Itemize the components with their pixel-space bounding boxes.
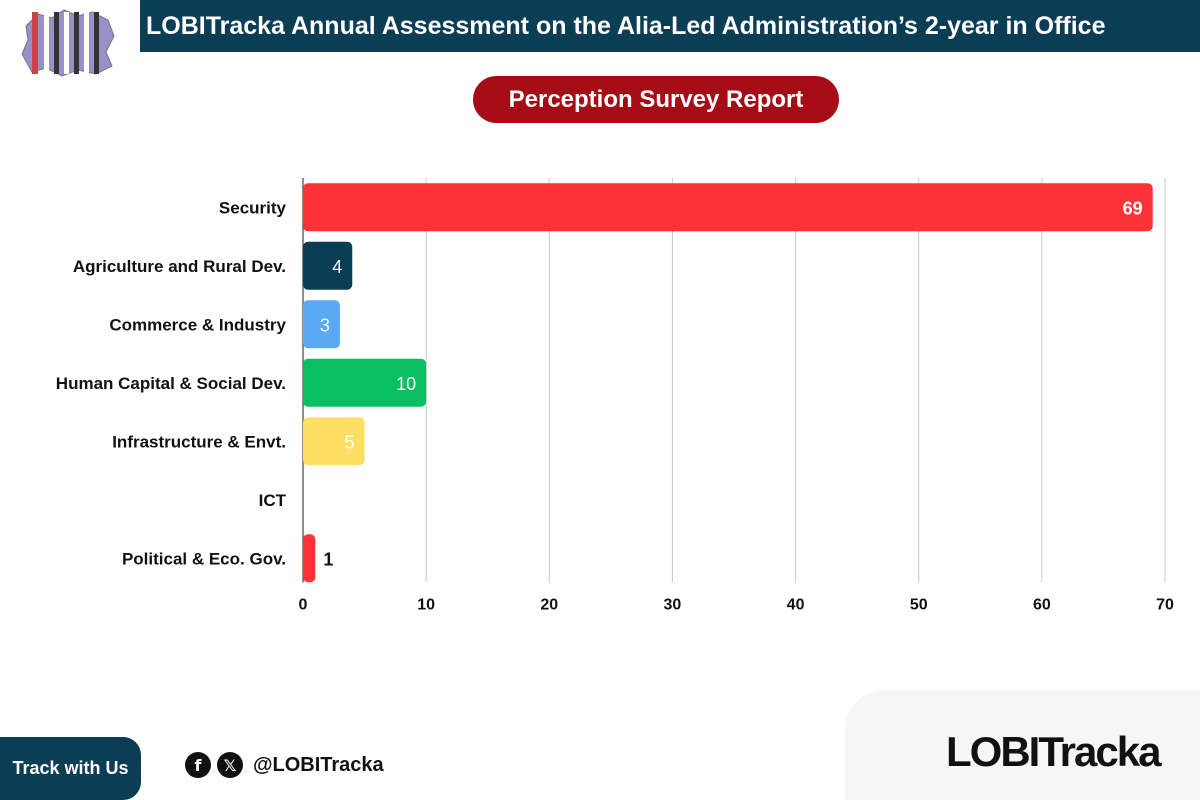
x-tick-label: 0 <box>299 597 308 614</box>
category-label: Human Capital & Social Dev. <box>56 374 286 393</box>
bar <box>303 183 1153 232</box>
subtitle-text: Perception Survey Report <box>508 85 804 113</box>
category-label: Political & Eco. Gov. <box>122 549 286 568</box>
x-tick-label: 50 <box>910 597 928 614</box>
bar <box>303 417 365 466</box>
category-label: ICT <box>259 491 287 510</box>
social-links: f 𝕏 @LOBITracka <box>185 752 384 778</box>
category-label: Security <box>219 198 287 217</box>
value-label: 69 <box>1123 198 1143 218</box>
brand-logo: LOBITracka <box>946 728 1161 775</box>
value-label: 3 <box>320 315 330 335</box>
facebook-icon[interactable]: f <box>185 752 211 778</box>
value-label: 10 <box>396 374 416 394</box>
x-icon[interactable]: 𝕏 <box>217 752 243 778</box>
x-tick-label: 20 <box>540 597 558 614</box>
category-label: Agriculture and Rural Dev. <box>73 257 286 276</box>
x-tick-label: 70 <box>1156 597 1174 614</box>
bar <box>303 241 353 290</box>
track-with-us-button[interactable]: Track with Us <box>0 737 141 800</box>
brand-panel <box>845 690 1200 800</box>
bar <box>303 534 316 583</box>
value-label: 5 <box>345 432 355 452</box>
header-bar: LOBITracka Annual Assessment on the Alia… <box>140 0 1200 52</box>
bar-chart: 0 10 20 30 40 50 60 70 Security 69 Agriculture and… <box>56 178 1174 614</box>
bar <box>303 300 340 349</box>
x-tick-label: 60 <box>1033 597 1051 614</box>
page-title: LOBITracka Annual Assessment on the Alia… <box>146 11 1106 40</box>
subtitle-pill: Perception Survey Report <box>473 76 839 123</box>
state-map-logo <box>21 9 115 77</box>
bar <box>303 358 427 407</box>
category-label: Commerce & Industry <box>109 315 286 334</box>
value-label: 4 <box>332 257 342 277</box>
category-label: Infrastructure & Envt. <box>112 432 286 451</box>
value-label: 1 <box>323 549 333 569</box>
social-handle[interactable]: @LOBITracka <box>253 753 384 776</box>
x-tick-label: 30 <box>664 597 682 614</box>
x-tick-label: 10 <box>417 597 435 614</box>
x-tick-label: 40 <box>787 597 805 614</box>
